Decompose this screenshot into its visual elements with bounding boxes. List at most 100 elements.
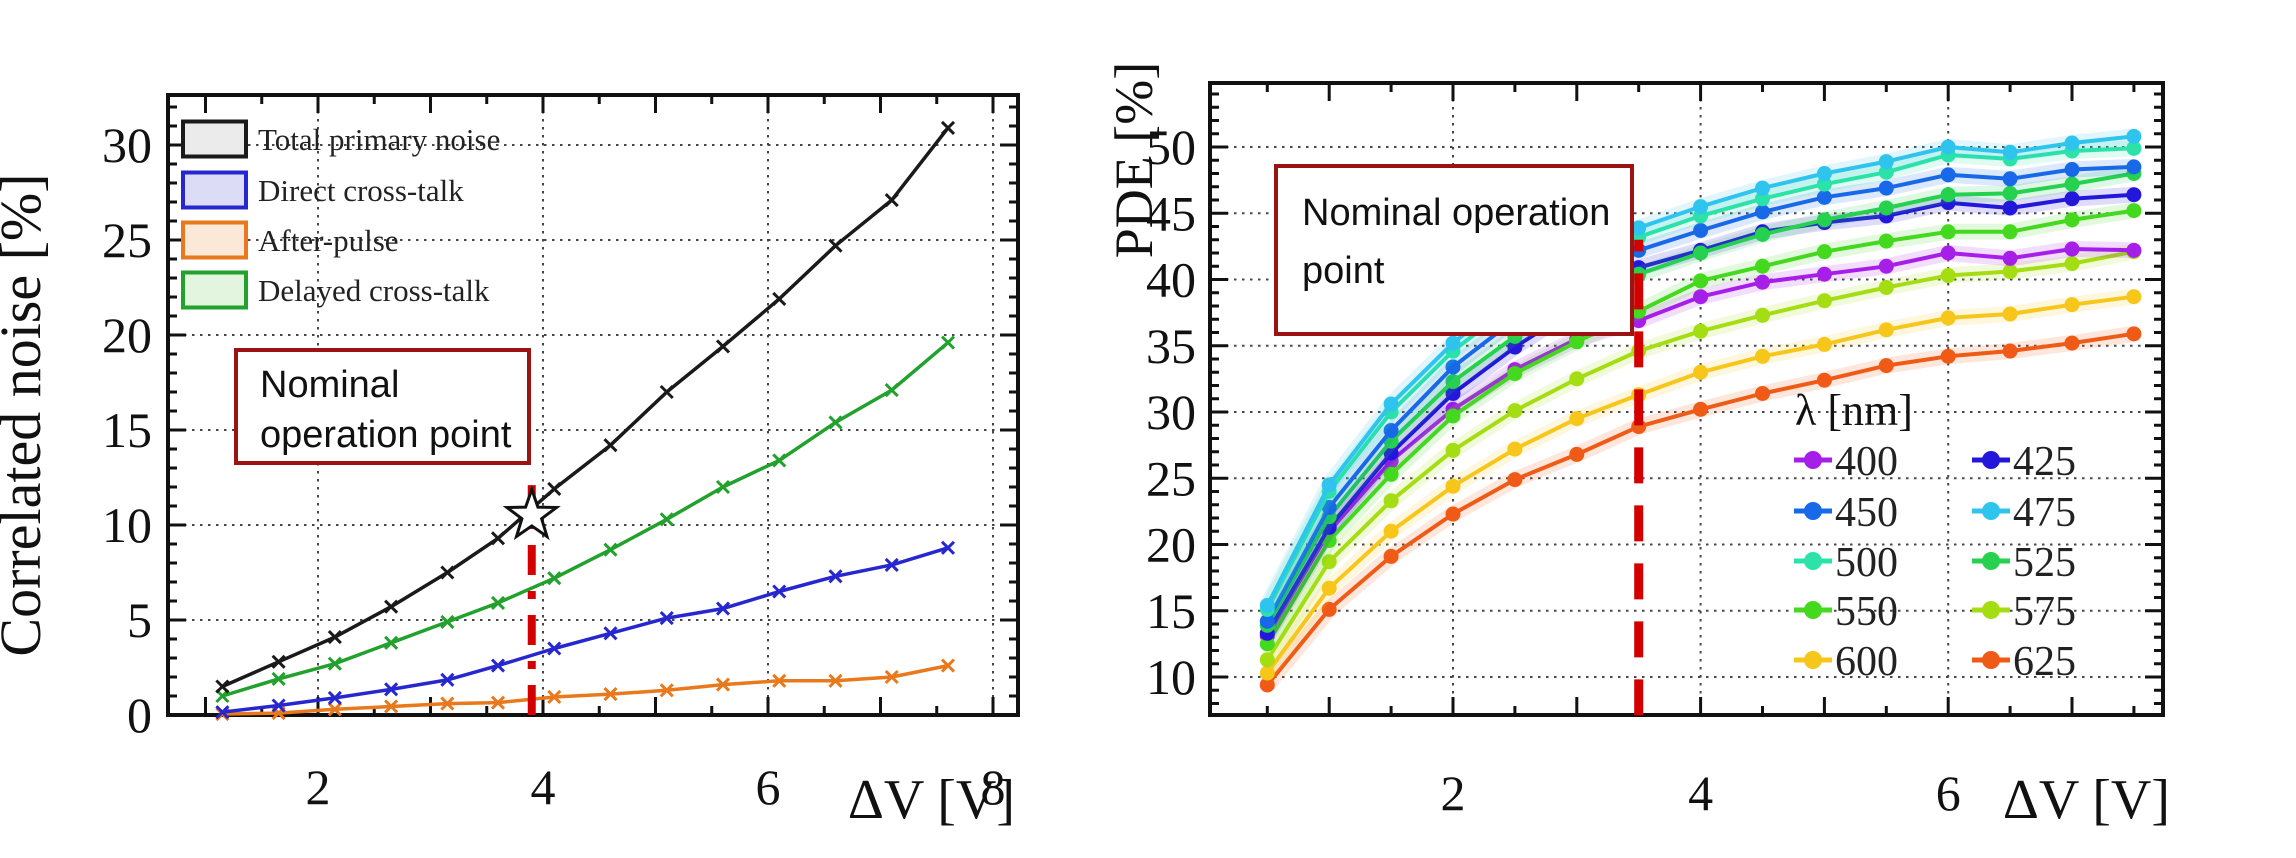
data-point — [2002, 171, 2018, 187]
data-point — [2064, 335, 2080, 351]
data-point — [1940, 224, 1956, 240]
data-point — [1445, 478, 1461, 494]
data-point — [1383, 423, 1399, 439]
x-tick-label: 6 — [756, 759, 781, 815]
legend-item-425: 425 — [1972, 439, 2076, 485]
data-point — [715, 479, 731, 495]
data-point — [440, 672, 455, 687]
y-tick-label: 40 — [1146, 252, 1196, 308]
data-point — [1321, 477, 1337, 493]
data-point — [1259, 652, 1275, 668]
data-point — [2002, 264, 2018, 280]
y-tick-label: 10 — [102, 497, 152, 553]
data-point — [940, 335, 956, 350]
y-tick-label: 15 — [1146, 583, 1196, 639]
data-point — [384, 635, 399, 650]
y-tick-label: 50 — [1146, 119, 1196, 175]
x-tick-label: 6 — [1936, 765, 1961, 821]
data-point — [1383, 548, 1399, 564]
data-point — [384, 599, 399, 614]
data-point — [603, 626, 618, 641]
data-point — [1445, 374, 1461, 390]
data-point — [1940, 187, 1956, 203]
data-point — [1321, 554, 1337, 570]
data-point — [327, 630, 342, 645]
x-tick-label: 2 — [306, 759, 331, 815]
data-point — [1383, 396, 1399, 412]
data-point — [1693, 401, 1709, 417]
data-point — [1755, 274, 1770, 290]
data-point — [1816, 176, 1832, 192]
data-point — [2126, 242, 2142, 258]
data-point — [940, 658, 956, 673]
data-point — [828, 415, 843, 430]
legend-swatch — [181, 170, 248, 210]
series-line-Direct cross-talk — [222, 546, 949, 714]
data-point — [1321, 601, 1337, 617]
data-point — [2002, 144, 2018, 160]
data-point — [2126, 159, 2142, 175]
y-tick-label: 30 — [102, 117, 152, 173]
data-point — [547, 689, 562, 705]
legend-label: 525 — [2013, 540, 2076, 586]
data-point — [1693, 289, 1709, 305]
data-point — [772, 584, 787, 599]
data-point — [440, 614, 455, 629]
data-point — [659, 512, 674, 527]
legend-label: 500 — [1835, 540, 1898, 586]
legend-item-550: 550 — [1794, 589, 1898, 635]
legend-item-525: 525 — [1972, 540, 2076, 586]
data-point — [1445, 335, 1461, 351]
legend-item-400: 400 — [1794, 439, 1898, 485]
data-point — [1507, 403, 1523, 419]
legend-marker — [1804, 502, 1822, 520]
data-point — [1940, 268, 1956, 284]
legend-marker — [1804, 451, 1822, 469]
data-point — [2002, 343, 2018, 359]
data-point — [2064, 176, 2080, 192]
data-point — [327, 702, 342, 717]
data-point — [1816, 336, 1832, 352]
data-point — [1383, 466, 1399, 482]
tick-labels: 2 4 6 8 0 5 10 15 20 25 30 — [102, 117, 1006, 815]
data-point — [1816, 189, 1832, 205]
data-point — [215, 679, 230, 694]
data-point — [1259, 597, 1275, 613]
legend-marker — [1982, 651, 2000, 669]
data-point — [1383, 493, 1399, 509]
data-point — [2126, 187, 2142, 203]
x-tick-label: 8 — [981, 759, 1006, 815]
plot-frame — [166, 93, 1020, 717]
legend-marker — [1982, 451, 2000, 469]
data-point — [1816, 372, 1832, 388]
data-point — [1755, 204, 1770, 220]
legend-item-Delayed cross-talk: Delayed cross-talk — [181, 270, 490, 310]
data-point — [1259, 665, 1275, 681]
series-line-Delayed cross-talk — [221, 341, 950, 698]
legend-label: 450 — [1835, 490, 1898, 536]
data-point — [1259, 636, 1275, 652]
legend-label: Delayed cross-talk — [258, 273, 490, 308]
data-point — [1507, 366, 1523, 382]
data-point — [603, 687, 618, 702]
right-chart: 2 4 6 10 15 20 25 30 35 40 45 50 ΔV [V] PDE [%] λ [nm]… — [1104, 62, 2170, 831]
data-point — [1259, 677, 1275, 693]
data-point — [2002, 185, 2018, 201]
legend-label: 425 — [2013, 439, 2076, 485]
y-tick-label: 10 — [1146, 649, 1196, 705]
data-point — [547, 641, 562, 656]
data-point — [271, 698, 286, 713]
data-point — [384, 699, 399, 714]
data-point — [772, 453, 787, 468]
data-point — [2126, 203, 2142, 219]
data-point — [1755, 226, 1770, 242]
series-markers-Total primary noise — [215, 120, 956, 694]
data-point — [2064, 297, 2080, 313]
data-point — [1940, 310, 1956, 326]
y-tick-label: 30 — [1146, 384, 1196, 440]
y-tick-label: 25 — [102, 212, 152, 268]
data-point — [2126, 140, 2142, 156]
legend-swatch — [181, 220, 248, 260]
legend-label: 475 — [2013, 490, 2076, 536]
